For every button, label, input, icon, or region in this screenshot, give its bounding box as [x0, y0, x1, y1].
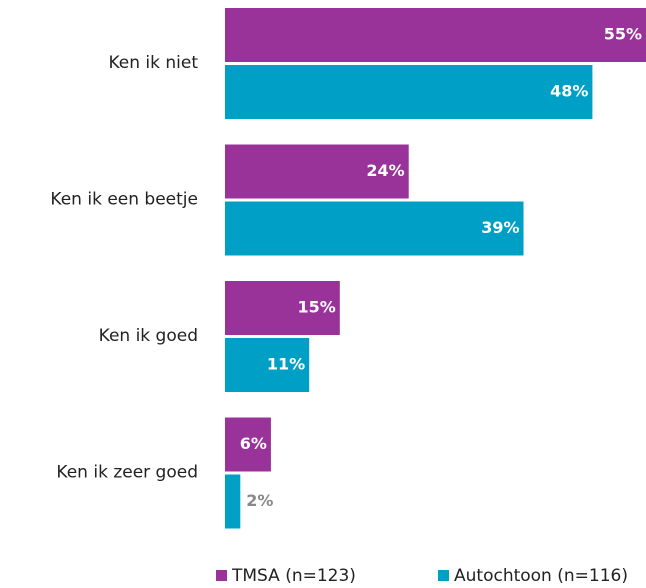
value-label: 24%	[366, 161, 404, 180]
legend-swatch	[438, 570, 449, 581]
value-label: 6%	[240, 434, 267, 453]
category-label: Ken ik goed	[99, 326, 198, 346]
legend-label: TMSA (n=123)	[231, 566, 356, 586]
value-label: 11%	[267, 355, 305, 374]
value-label: 39%	[481, 218, 519, 237]
legend-swatch	[216, 570, 227, 581]
bar	[225, 201, 524, 256]
value-label: 15%	[298, 298, 336, 317]
bar	[225, 144, 409, 199]
bar	[225, 417, 271, 472]
category-label: Ken ik zeer goed	[56, 463, 198, 483]
bar	[225, 338, 310, 392]
legend-label: Autochtoon (n=116)	[454, 566, 628, 586]
bar	[225, 281, 340, 335]
value-label: 2%	[246, 491, 273, 510]
bar	[225, 474, 241, 529]
bar	[225, 8, 646, 62]
value-label: 55%	[604, 25, 642, 44]
category-label: Ken ik niet	[108, 53, 198, 73]
category-label: Ken ik een beetje	[50, 190, 198, 210]
value-label: 48%	[550, 82, 588, 101]
bar	[225, 65, 593, 119]
